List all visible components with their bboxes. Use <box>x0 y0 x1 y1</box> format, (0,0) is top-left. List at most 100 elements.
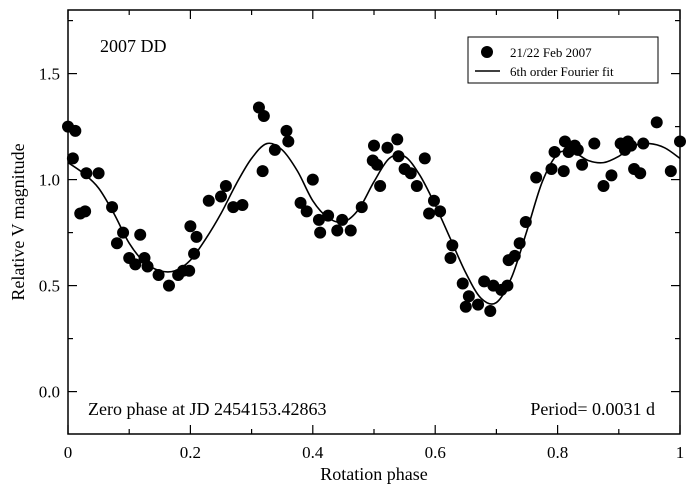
data-point <box>508 249 521 262</box>
data-point <box>141 260 154 273</box>
data-point <box>478 275 491 288</box>
data-point <box>545 163 558 175</box>
x-tick-labels: 0 0.2 0.4 0.6 0.8 1 <box>64 443 685 462</box>
data-point <box>446 239 459 252</box>
data-point <box>371 158 384 171</box>
data-point <box>472 298 485 311</box>
data-point <box>69 124 82 137</box>
data-point <box>650 116 663 129</box>
data-point <box>79 205 92 218</box>
data-point <box>183 264 196 277</box>
data-point <box>558 135 571 148</box>
data-point <box>280 124 293 137</box>
data-point <box>152 269 165 281</box>
data-point <box>625 139 638 152</box>
data-point <box>268 143 281 156</box>
axis-ticks <box>67 10 681 434</box>
legend-marker-points <box>481 46 493 58</box>
data-point <box>423 207 436 220</box>
legend-box <box>467 36 659 84</box>
period-label: Period= 0.0031 d <box>530 399 655 419</box>
data-point <box>322 209 335 222</box>
data-point <box>597 179 610 192</box>
legend-label-points: 21/22 Feb 2007 <box>510 45 592 60</box>
data-point <box>129 258 142 271</box>
data-point <box>344 224 357 237</box>
zero-phase-label: Zero phase at JD 2454153.42863 <box>88 399 326 419</box>
data-point <box>227 201 240 214</box>
data-point <box>588 137 601 150</box>
data-point <box>355 201 368 214</box>
data-point <box>312 213 325 226</box>
x-tick-label: 0.4 <box>302 443 324 462</box>
data-point <box>300 205 313 218</box>
y-tick-label: 1.5 <box>39 65 60 84</box>
data-point <box>117 226 130 239</box>
data-point <box>162 279 175 292</box>
y-tick-labels: 0.0 0.5 1.0 1.5 <box>39 65 60 402</box>
object-name-label: 2007 DD <box>100 36 167 56</box>
data-point <box>202 194 215 207</box>
y-tick-label: 0.0 <box>39 383 60 402</box>
data-point <box>427 194 440 207</box>
x-tick-label: 0 <box>64 443 73 462</box>
data-point <box>404 167 417 180</box>
data-point <box>664 165 677 178</box>
data-point <box>66 152 79 165</box>
data-point <box>331 224 344 237</box>
data-point <box>434 205 447 218</box>
data-point <box>219 179 232 192</box>
data-point <box>306 173 319 186</box>
data-point <box>184 220 197 233</box>
data-point <box>381 141 394 154</box>
data-point <box>501 279 514 292</box>
data-point <box>444 252 457 265</box>
x-tick-label: 1 <box>676 443 685 462</box>
data-point <box>92 167 105 180</box>
data-point <box>215 190 227 203</box>
data-point <box>530 171 543 184</box>
data-point <box>256 165 269 178</box>
data-point <box>634 167 647 180</box>
data-point <box>576 158 589 171</box>
data-point <box>548 146 561 159</box>
data-point <box>374 179 387 192</box>
y-tick-label: 1.0 <box>39 171 60 190</box>
data-point <box>557 165 570 178</box>
legend-label-fit: 6th order Fourier fit <box>510 64 614 79</box>
data-point <box>110 237 123 250</box>
data-point <box>294 196 307 209</box>
y-tick-label: 0.5 <box>39 277 60 296</box>
x-tick-label: 0.6 <box>425 443 446 462</box>
data-point <box>368 139 380 152</box>
legend: 21/22 Feb 2007 6th order Fourier fit <box>467 36 659 84</box>
points-layer <box>62 101 686 318</box>
data-point <box>190 230 203 243</box>
data-point <box>106 201 119 214</box>
data-point <box>80 167 93 180</box>
data-point <box>637 137 650 150</box>
data-point <box>418 152 431 165</box>
data-point <box>134 228 147 241</box>
x-tick-label: 0.8 <box>547 443 568 462</box>
data-point <box>674 135 686 148</box>
data-point <box>236 199 249 212</box>
data-point <box>571 143 584 156</box>
data-point <box>257 110 270 122</box>
x-tick-label: 0.2 <box>180 443 201 462</box>
data-point <box>459 300 472 313</box>
data-point <box>314 226 327 239</box>
data-point <box>336 213 349 226</box>
data-point <box>391 133 404 146</box>
data-point <box>392 150 405 163</box>
data-point <box>282 135 295 148</box>
data-point <box>484 305 497 318</box>
data-point <box>605 169 618 182</box>
data-point <box>462 290 475 303</box>
data-point <box>519 216 532 228</box>
x-axis-label: Rotation phase <box>320 464 427 484</box>
data-point <box>513 237 526 250</box>
data-point <box>456 277 469 290</box>
data-point <box>410 179 423 192</box>
